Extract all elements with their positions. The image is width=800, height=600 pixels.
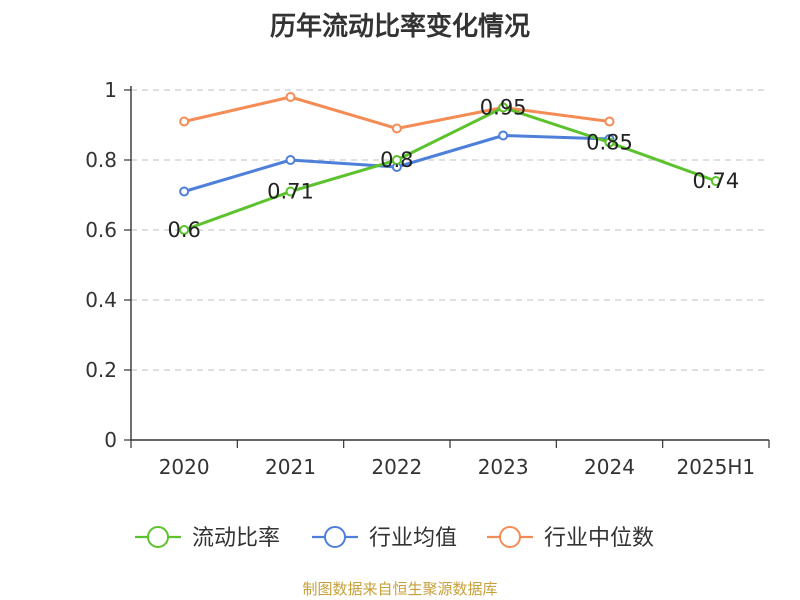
data-point <box>179 225 190 235</box>
chart-title: 历年流动比率变化情况 <box>269 12 530 42</box>
data-point <box>179 186 190 197</box>
data-label: 0.8 <box>380 148 413 172</box>
data-label: 0.95 <box>480 96 527 120</box>
y-tick-label: 0 <box>104 428 117 452</box>
legend-label: 流动比率 <box>192 526 280 551</box>
x-tick-label: 2025H1 <box>676 455 755 479</box>
y-tick-label: 0.4 <box>85 288 117 312</box>
legend-marker <box>147 526 169 548</box>
data-point <box>285 92 296 102</box>
y-tick-label: 0.6 <box>85 218 117 242</box>
data-point <box>710 176 721 186</box>
data-point <box>604 137 615 148</box>
data-label: 0.85 <box>586 131 633 155</box>
x-tick-label: 2023 <box>478 455 529 479</box>
data-point <box>391 123 402 134</box>
data-point <box>285 186 296 197</box>
x-tick-label: 2021 <box>265 455 316 479</box>
data-point <box>391 155 402 165</box>
data-label: 0.6 <box>167 218 200 242</box>
x-tick-label: 2024 <box>584 455 635 479</box>
data-label: 0.74 <box>692 169 739 193</box>
data-point <box>179 116 190 127</box>
series-line <box>183 106 717 232</box>
legend-marker <box>324 526 346 548</box>
x-tick-label: 2020 <box>159 455 210 479</box>
legend-marker <box>499 526 521 548</box>
y-tick-label: 1 <box>104 78 117 102</box>
data-label: 0.71 <box>267 180 314 204</box>
data-source-note: 制图数据来自恒生聚源数据库 <box>302 580 498 598</box>
data-point <box>285 155 296 165</box>
legend-label: 行业中位数 <box>544 526 654 551</box>
y-tick-label: 0.2 <box>85 358 117 382</box>
data-point <box>498 130 509 141</box>
y-tick-label: 0.8 <box>85 148 117 172</box>
data-point <box>604 116 615 127</box>
x-tick-label: 2022 <box>371 455 422 479</box>
legend-label: 行业均值 <box>369 526 457 551</box>
data-point <box>498 102 509 113</box>
